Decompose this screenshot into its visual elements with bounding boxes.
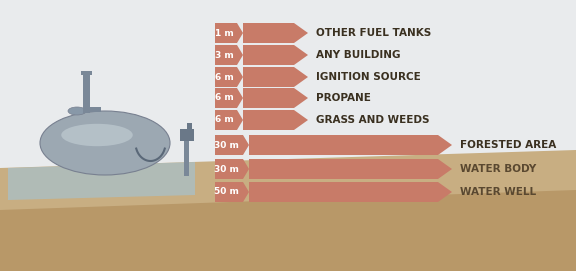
Text: 50 m: 50 m	[214, 188, 240, 196]
Text: IGNITION SOURCE: IGNITION SOURCE	[316, 72, 420, 82]
Bar	[83, 73, 90, 113]
Text: 6 m: 6 m	[215, 93, 234, 102]
Polygon shape	[249, 159, 452, 179]
Text: FORESTED AREA: FORESTED AREA	[460, 140, 556, 150]
Bar	[83, 107, 101, 112]
Text: WATER WELL: WATER WELL	[460, 187, 536, 197]
Bar	[180, 129, 194, 141]
Ellipse shape	[68, 107, 86, 115]
Text: 6 m: 6 m	[215, 73, 234, 82]
Polygon shape	[249, 182, 452, 202]
Polygon shape	[243, 23, 308, 43]
Polygon shape	[215, 182, 249, 202]
Text: WATER BODY: WATER BODY	[460, 164, 536, 174]
Ellipse shape	[61, 124, 132, 146]
Text: OTHER FUEL TANKS: OTHER FUEL TANKS	[316, 28, 431, 38]
Polygon shape	[215, 45, 243, 65]
Polygon shape	[215, 159, 249, 179]
Polygon shape	[0, 150, 576, 271]
Polygon shape	[215, 23, 243, 43]
Polygon shape	[215, 88, 243, 108]
Polygon shape	[243, 88, 308, 108]
Bar	[187, 123, 192, 131]
Polygon shape	[249, 135, 452, 155]
Polygon shape	[215, 110, 243, 130]
Polygon shape	[215, 67, 243, 87]
Polygon shape	[243, 110, 308, 130]
Ellipse shape	[40, 111, 170, 175]
Polygon shape	[243, 45, 308, 65]
Text: 3 m: 3 m	[215, 50, 234, 60]
Text: 1 m: 1 m	[215, 28, 234, 37]
Text: 30 m: 30 m	[214, 164, 240, 173]
Text: 30 m: 30 m	[214, 140, 240, 150]
Text: PROPANE: PROPANE	[316, 93, 371, 103]
Bar	[81, 71, 92, 75]
Text: 6 m: 6 m	[215, 115, 234, 124]
Polygon shape	[243, 67, 308, 87]
Bar	[184, 138, 189, 176]
Text: ANY BUILDING: ANY BUILDING	[316, 50, 400, 60]
Polygon shape	[215, 135, 249, 155]
Polygon shape	[8, 162, 195, 200]
Text: GRASS AND WEEDS: GRASS AND WEEDS	[316, 115, 430, 125]
Polygon shape	[0, 190, 576, 271]
